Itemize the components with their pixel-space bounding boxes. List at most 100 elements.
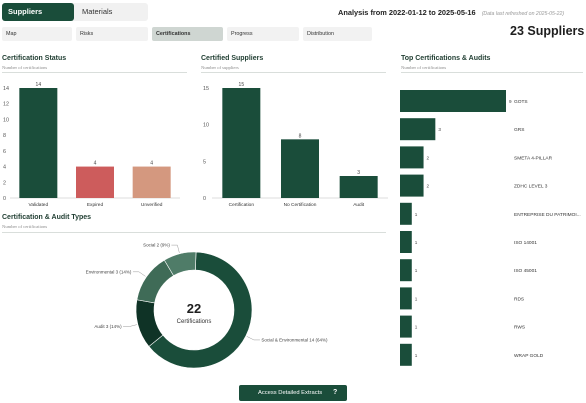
category-label: SMETA 4-PILLAR [514, 155, 553, 161]
bar [281, 139, 319, 198]
category-label: ZDHC LEVEL 3 [514, 184, 548, 190]
bar-value-label: 15 [239, 82, 245, 88]
y-tick-label: 15 [203, 86, 209, 92]
category-label: ENTREPRISE DU PATRIMOI... [514, 212, 581, 218]
y-tick-label: 6 [3, 149, 6, 155]
access-extracts-button[interactable]: Access Detailed Extracts ? [239, 385, 347, 401]
cert-status-subtitle: Number of certifications [2, 65, 48, 70]
sub-tab-bar: Map Risks Certifications Progress Distri… [2, 27, 372, 41]
category-label: RDS [514, 296, 524, 302]
bar-value-label: 3 [357, 170, 360, 176]
slice-label: Environmental 3 (14%) [86, 269, 132, 274]
cert-suppliers-subtitle: Number of suppliers [201, 65, 239, 70]
donut-slice [148, 251, 253, 369]
slice-label: Social 2 (9%) [143, 243, 170, 248]
divider [401, 72, 583, 73]
tab-suppliers[interactable]: Suppliers [2, 3, 74, 21]
bar [400, 315, 412, 338]
bar-value-label: 8 [299, 133, 302, 139]
divider [2, 72, 187, 73]
y-tick-label: 12 [3, 102, 9, 108]
bar [400, 146, 424, 169]
bar-value-label: 1 [415, 268, 418, 273]
top-certs-subtitle: Number of certifications [401, 65, 447, 70]
x-tick-label: Validated [29, 202, 49, 208]
leader-line [132, 271, 146, 277]
bar-value-label: 9 [509, 99, 512, 104]
bar [400, 202, 412, 225]
y-tick-label: 10 [3, 117, 9, 123]
types-subtitle: Number of certifications [2, 224, 48, 229]
bar [76, 166, 114, 198]
types-donut-chart: Social & Environmental 14 (64%) Audit 3 (… [86, 243, 328, 369]
category-label: ISO 45001 [514, 268, 537, 274]
divider [201, 72, 386, 73]
tab-certifications[interactable]: Certifications [152, 27, 223, 41]
y-tick-label: 14 [3, 86, 9, 92]
main-tab-bar: Suppliers Materials [2, 3, 148, 21]
donut-center-value: 22 [187, 301, 201, 316]
tab-progress[interactable]: Progress [227, 27, 299, 41]
bar-value-label: 3 [438, 127, 441, 132]
bar-value-label: 1 [415, 296, 418, 301]
category-label: ISO 14001 [514, 240, 537, 246]
bar-value-label: 1 [415, 212, 418, 217]
bar-value-label: 1 [415, 240, 418, 245]
tab-map[interactable]: Map [2, 27, 72, 41]
bar [400, 259, 412, 282]
bar-value-label: 1 [415, 353, 418, 358]
leader-line [246, 336, 260, 341]
y-tick-label: 8 [3, 133, 6, 139]
x-tick-label: Audit [353, 202, 365, 208]
leader-line [123, 324, 137, 327]
cert-suppliers-title: Certified Suppliers [201, 55, 264, 62]
category-label: RWS [514, 325, 525, 331]
slice-label: Audit 3 (14%) [94, 324, 122, 329]
top-certs-title: Top Certifications & Audits [401, 55, 491, 62]
category-label: GOTS [514, 99, 528, 105]
top-certs-chart: 9 GOTS 3 GRS 2 SMETA 4-PILLAR 2 ZDHC LEVEL 3 1 EN… [400, 90, 581, 366]
y-tick-label: 5 [203, 159, 206, 165]
y-tick-label: 4 [3, 165, 6, 171]
y-tick-label: 0 [3, 196, 6, 202]
category-label: WRAP GOLD [514, 353, 544, 359]
bar [400, 231, 412, 253]
help-icon[interactable]: ? [333, 389, 338, 396]
donut-slice [163, 251, 197, 277]
bar-value-label: 4 [150, 161, 153, 167]
donut-center-label: Certifications [177, 319, 212, 325]
cert-status-chart: 0 2 4 6 8 10 12 14 14 Validated 4 Expired 4 Unverifie… [3, 82, 180, 208]
refresh-note: (Data last refreshed on 2025-05-22) [481, 11, 565, 17]
types-title: Certification & Audit Types [2, 214, 92, 221]
cert-status-title: Certification Status [2, 55, 67, 62]
bar-value-label: 2 [427, 155, 430, 160]
bar-value-label: 4 [94, 161, 97, 167]
supplier-count: 23 Suppliers [510, 24, 585, 38]
y-tick-label: 2 [3, 180, 6, 186]
bar [400, 118, 436, 141]
y-tick-label: 10 [203, 123, 209, 129]
x-tick-label: No Certification [284, 202, 317, 208]
tab-distribution[interactable]: Distribution [303, 27, 372, 41]
tab-materials[interactable]: Materials [82, 7, 113, 16]
tab-risks[interactable]: Risks [76, 27, 148, 41]
bar-value-label: 14 [36, 82, 42, 88]
divider [2, 232, 386, 233]
category-label: GRS [514, 127, 524, 133]
bar [400, 174, 424, 197]
analysis-period: Analysis from 2022-01-12 to 2025-05-16 (… [338, 8, 564, 17]
bar [400, 287, 412, 310]
bar [400, 343, 412, 366]
x-tick-label: Certification [229, 202, 255, 208]
bar-value-label: 2 [427, 184, 430, 189]
leader-line [171, 244, 180, 253]
analysis-range: Analysis from 2022-01-12 to 2025-05-16 [338, 8, 476, 17]
slice-label: Social & Environmental 14 (64%) [261, 338, 328, 343]
bar [19, 88, 58, 198]
bar [400, 90, 506, 112]
bar [339, 176, 378, 198]
bar [132, 166, 171, 198]
y-tick-label: 0 [203, 196, 206, 202]
bar [222, 88, 261, 198]
cert-suppliers-chart: 0 5 10 15 15 Certification 8 No Certification 3 A… [203, 82, 388, 208]
